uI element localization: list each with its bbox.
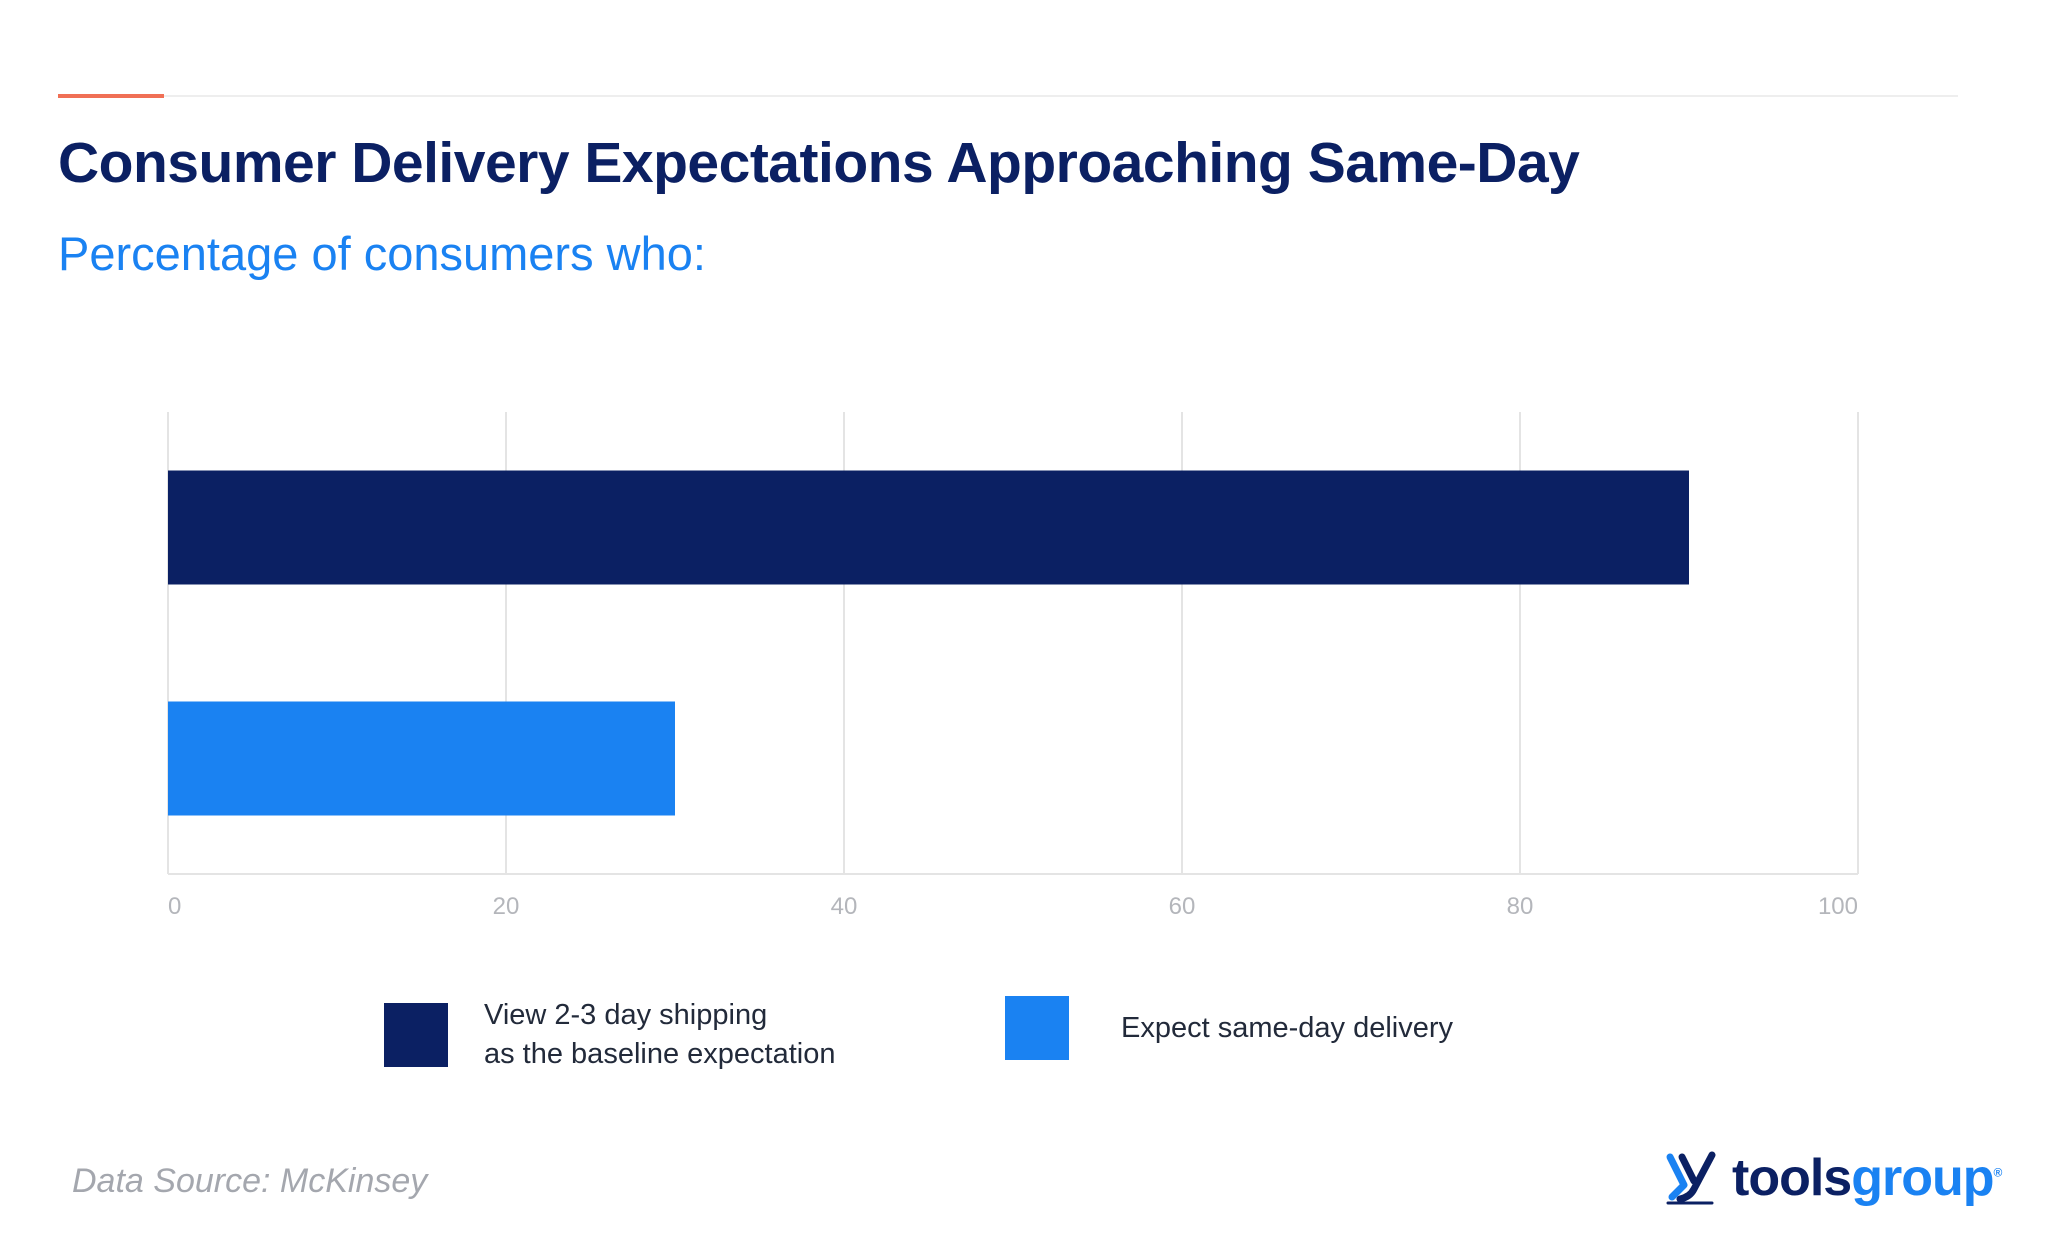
chart-subtitle: Percentage of consumers who: bbox=[58, 227, 706, 280]
brand-wordmark: toolsgroup® bbox=[1732, 1148, 2003, 1208]
x-tick-label-40: 40 bbox=[831, 893, 858, 920]
x-tick-label-80: 80 bbox=[1507, 893, 1534, 920]
x-tick-label-20: 20 bbox=[493, 893, 520, 920]
toolsgroup-logo: toolsgroup® bbox=[1664, 1148, 2003, 1208]
brand-wordmark-group: group bbox=[1851, 1149, 1994, 1207]
legend-label-baseline: View 2-3 day shipping as the baseline ex… bbox=[484, 999, 836, 1070]
bar-same-day bbox=[168, 701, 675, 816]
legend-item-baseline: View 2-3 day shipping as the baseline ex… bbox=[384, 996, 835, 1074]
legend-item-same-day: Expect same-day delivery bbox=[1005, 996, 1453, 1060]
bar-baseline-2-3-day bbox=[168, 470, 1689, 585]
x-tick-label-60: 60 bbox=[1169, 893, 1196, 920]
toolsgroup-logo-icon bbox=[1666, 1151, 1716, 1205]
legend-swatch-same-day bbox=[1005, 996, 1069, 1060]
header-divider bbox=[58, 95, 1958, 97]
chart-title: Consumer Delivery Expectations Approachi… bbox=[58, 131, 1580, 195]
bar-chart: 0 20 40 60 80 100 bbox=[167, 412, 1859, 920]
brand-wordmark-tools: tools bbox=[1732, 1149, 1852, 1207]
legend-swatch-baseline bbox=[384, 1003, 448, 1067]
header-accent-line bbox=[58, 94, 164, 98]
x-tick-label-100: 100 bbox=[1818, 893, 1858, 920]
legend-label-same-day: Expect same-day delivery bbox=[1121, 1011, 1454, 1044]
brand-registered-mark: ® bbox=[1993, 1165, 2003, 1180]
data-source-note: Data Source: McKinsey bbox=[72, 1162, 428, 1200]
x-tick-label-0: 0 bbox=[168, 893, 181, 920]
